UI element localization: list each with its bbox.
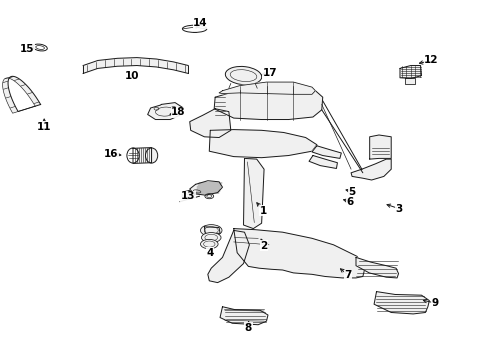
Polygon shape xyxy=(133,148,151,163)
Text: 3: 3 xyxy=(395,204,402,214)
Ellipse shape xyxy=(193,190,201,193)
Polygon shape xyxy=(308,156,337,168)
Polygon shape xyxy=(369,135,390,159)
Polygon shape xyxy=(233,229,364,278)
Ellipse shape xyxy=(127,148,139,163)
Ellipse shape xyxy=(187,192,195,195)
Polygon shape xyxy=(209,130,316,158)
Text: 7: 7 xyxy=(344,270,351,280)
Ellipse shape xyxy=(200,225,222,236)
Polygon shape xyxy=(373,292,428,314)
Text: 10: 10 xyxy=(124,71,139,81)
Text: 12: 12 xyxy=(423,55,438,66)
Polygon shape xyxy=(404,78,414,84)
Text: 11: 11 xyxy=(37,122,51,132)
Text: 1: 1 xyxy=(259,206,266,216)
Text: 8: 8 xyxy=(244,323,251,333)
Polygon shape xyxy=(204,227,220,234)
Text: 17: 17 xyxy=(262,68,277,78)
Polygon shape xyxy=(220,307,267,325)
Text: 18: 18 xyxy=(171,107,185,117)
Polygon shape xyxy=(355,257,398,278)
Ellipse shape xyxy=(204,194,213,199)
Text: 2: 2 xyxy=(260,240,267,251)
Ellipse shape xyxy=(182,194,189,197)
Polygon shape xyxy=(189,181,222,195)
Text: 6: 6 xyxy=(346,197,353,207)
Polygon shape xyxy=(243,158,264,229)
Polygon shape xyxy=(2,76,41,113)
Ellipse shape xyxy=(145,148,157,163)
Polygon shape xyxy=(83,58,188,73)
Ellipse shape xyxy=(200,239,218,249)
Polygon shape xyxy=(189,109,230,138)
Text: 16: 16 xyxy=(104,149,119,159)
Text: 14: 14 xyxy=(193,18,207,28)
Text: 15: 15 xyxy=(20,44,34,54)
Text: 9: 9 xyxy=(431,298,438,308)
Polygon shape xyxy=(219,82,315,94)
Text: 5: 5 xyxy=(348,186,355,197)
Ellipse shape xyxy=(225,67,261,85)
Polygon shape xyxy=(207,230,249,283)
Polygon shape xyxy=(311,146,341,158)
Polygon shape xyxy=(350,159,390,180)
Ellipse shape xyxy=(201,233,221,243)
Polygon shape xyxy=(399,66,421,78)
Text: 4: 4 xyxy=(206,248,214,258)
Polygon shape xyxy=(214,86,322,120)
Text: 13: 13 xyxy=(181,191,195,201)
Polygon shape xyxy=(147,103,183,120)
